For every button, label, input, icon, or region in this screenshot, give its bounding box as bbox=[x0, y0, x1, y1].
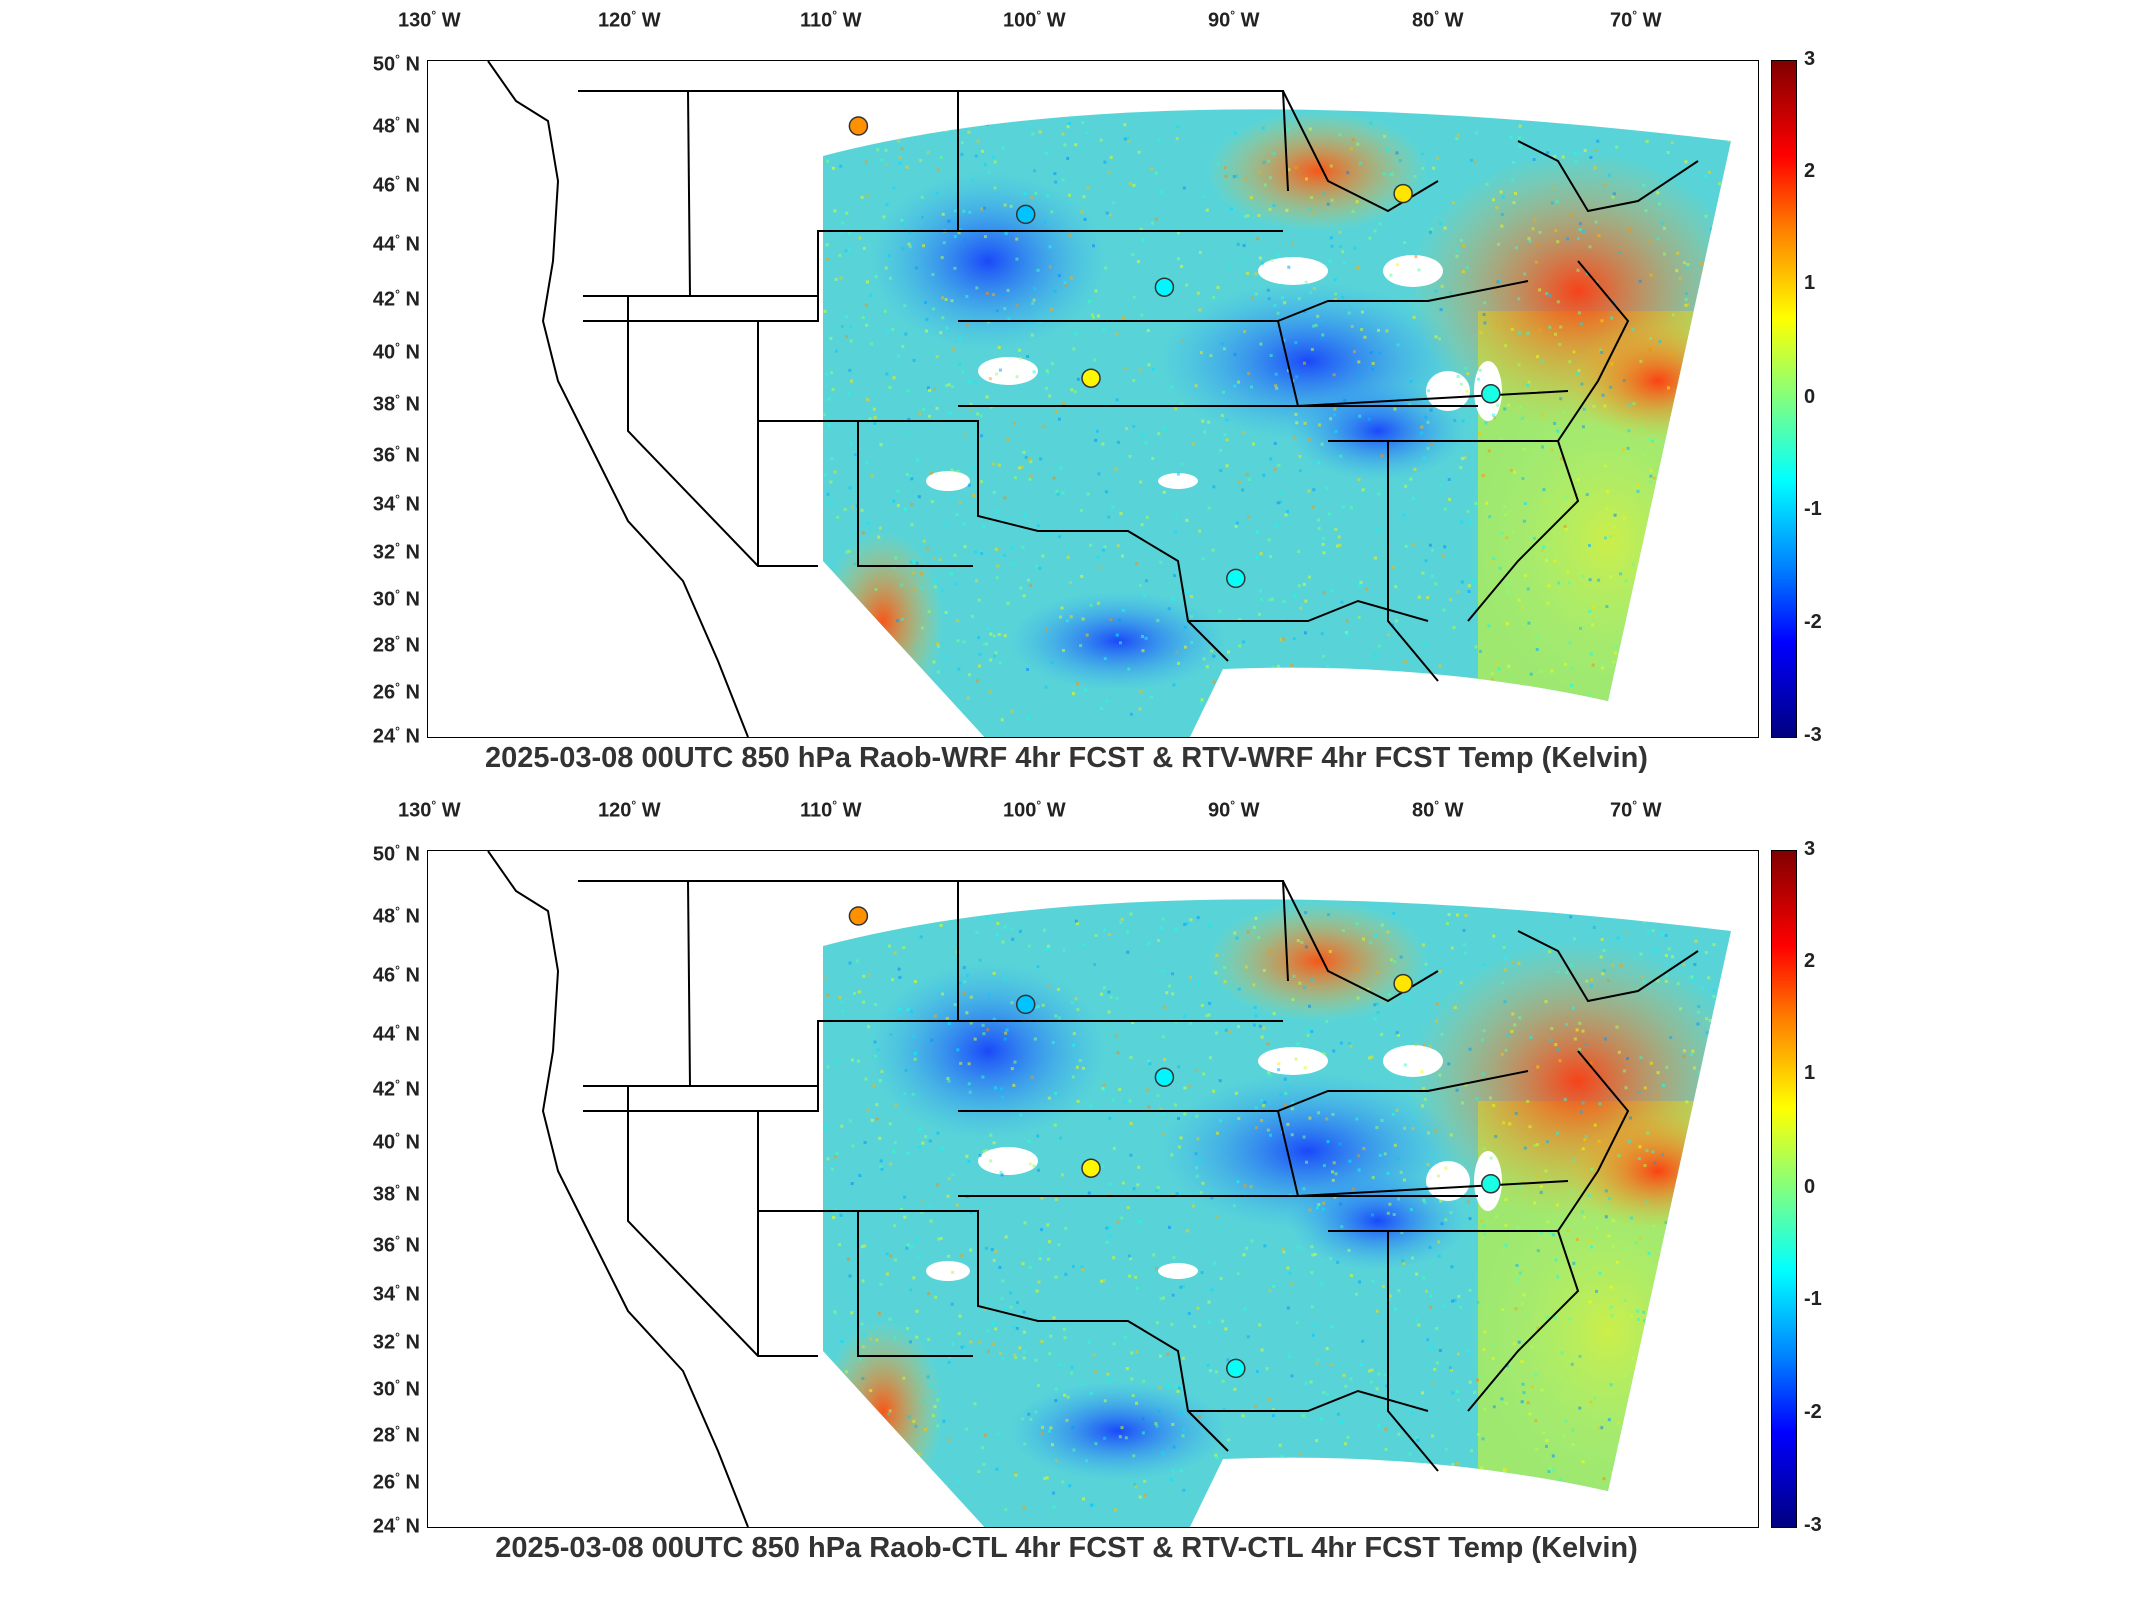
lat-label: 24° N bbox=[372, 724, 420, 748]
lon-label: 80° W bbox=[1412, 8, 1464, 32]
colorbar-tick: -1 bbox=[1804, 498, 1822, 520]
raob-station-marker bbox=[1481, 384, 1501, 404]
lat-label: 32° N bbox=[372, 540, 420, 564]
colorbar-tick: -1 bbox=[1804, 1288, 1822, 1310]
lat-label: 28° N bbox=[372, 633, 420, 657]
colorbar-tick: 0 bbox=[1804, 386, 1816, 408]
panel-top: 130° W 120° W 110° W 100° W 90° W 80° W … bbox=[372, 8, 1822, 774]
lat-label: 48° N bbox=[372, 114, 420, 138]
map-area bbox=[427, 850, 1759, 1528]
lon-label: 90° W bbox=[1208, 798, 1260, 822]
raob-station-marker bbox=[1226, 568, 1246, 589]
lat-label: 38° N bbox=[372, 1182, 420, 1206]
lon-label: 110° W bbox=[800, 8, 862, 32]
lon-label: 120° W bbox=[598, 8, 661, 32]
raob-station-marker bbox=[1226, 1358, 1246, 1379]
colorbar-tick: -3 bbox=[1804, 724, 1822, 746]
lat-label: 30° N bbox=[372, 587, 420, 611]
lat-label: 40° N bbox=[372, 340, 420, 364]
lat-label: 44° N bbox=[372, 232, 420, 256]
lat-label: 46° N bbox=[372, 173, 420, 197]
lat-label: 50° N bbox=[372, 52, 420, 76]
lon-label: 100° W bbox=[1003, 798, 1066, 822]
colorbar-tick: 3 bbox=[1804, 838, 1816, 860]
lat-label: 34° N bbox=[372, 1282, 420, 1306]
colorbar-tick: -2 bbox=[1804, 1401, 1822, 1423]
lat-label: 26° N bbox=[372, 1470, 420, 1494]
raob-station-marker bbox=[1393, 973, 1413, 994]
raob-station-marker bbox=[1154, 277, 1175, 297]
temperature-map bbox=[487, 61, 1731, 737]
raob-station-marker bbox=[1081, 1158, 1101, 1178]
raob-station-marker bbox=[1081, 368, 1101, 388]
lat-label: 24° N bbox=[372, 1514, 420, 1538]
colorbar-tick: -3 bbox=[1804, 1514, 1822, 1536]
colorbar-tick: 2 bbox=[1804, 950, 1816, 972]
temperature-map bbox=[487, 851, 1731, 1527]
lat-label: 42° N bbox=[372, 1077, 420, 1101]
lat-label: 36° N bbox=[372, 443, 420, 467]
colorbar-tick: -2 bbox=[1804, 611, 1822, 633]
raob-station-marker bbox=[1015, 994, 1036, 1015]
lon-label: 120° W bbox=[598, 798, 661, 822]
panel-bottom: 130° W 120° W 110° W 100° W 90° W 80° W … bbox=[0, 790, 2133, 1590]
raob-station-marker bbox=[848, 116, 869, 136]
raob-station-marker bbox=[1154, 1067, 1175, 1087]
colorbar-tick: 0 bbox=[1804, 1176, 1816, 1198]
lon-label: 100° W bbox=[1003, 8, 1066, 32]
colorbar-tick: 2 bbox=[1804, 160, 1816, 182]
colorbar bbox=[1771, 850, 1797, 1528]
map-area bbox=[427, 60, 1759, 738]
lon-label: 90° W bbox=[1208, 8, 1260, 32]
lat-label: 28° N bbox=[372, 1423, 420, 1447]
lat-label: 50° N bbox=[372, 842, 420, 866]
raob-station-marker bbox=[1481, 1174, 1501, 1194]
colorbar-tick: 3 bbox=[1804, 48, 1816, 70]
panel-title: 2025-03-08 00UTC 850 hPa Raob-CTL 4hr FC… bbox=[495, 1532, 1638, 1564]
lat-label: 40° N bbox=[372, 1130, 420, 1154]
lon-label: 80° W bbox=[1412, 798, 1464, 822]
raob-station-marker bbox=[1393, 183, 1413, 204]
lat-label: 44° N bbox=[372, 1022, 420, 1046]
panel-title: 2025-03-08 00UTC 850 hPa Raob-WRF 4hr FC… bbox=[485, 742, 1648, 774]
lat-label: 34° N bbox=[372, 492, 420, 516]
lon-label: 130° W bbox=[398, 798, 461, 822]
lat-label: 46° N bbox=[372, 963, 420, 987]
lat-label: 32° N bbox=[372, 1330, 420, 1354]
colorbar-tick: 1 bbox=[1804, 272, 1816, 294]
lat-label: 42° N bbox=[372, 287, 420, 311]
raob-station-marker bbox=[1015, 204, 1036, 225]
lat-label: 48° N bbox=[372, 904, 420, 928]
colorbar bbox=[1771, 60, 1797, 738]
lon-label: 110° W bbox=[800, 798, 862, 822]
lat-label: 36° N bbox=[372, 1233, 420, 1257]
colorbar-tick: 1 bbox=[1804, 1062, 1816, 1084]
lon-label: 70° W bbox=[1610, 798, 1662, 822]
lon-label: 130° W bbox=[398, 8, 461, 32]
lat-label: 38° N bbox=[372, 392, 420, 416]
lon-label: 70° W bbox=[1610, 8, 1662, 32]
raob-station-marker bbox=[848, 906, 869, 926]
lat-label: 26° N bbox=[372, 680, 420, 704]
lat-label: 30° N bbox=[372, 1377, 420, 1401]
